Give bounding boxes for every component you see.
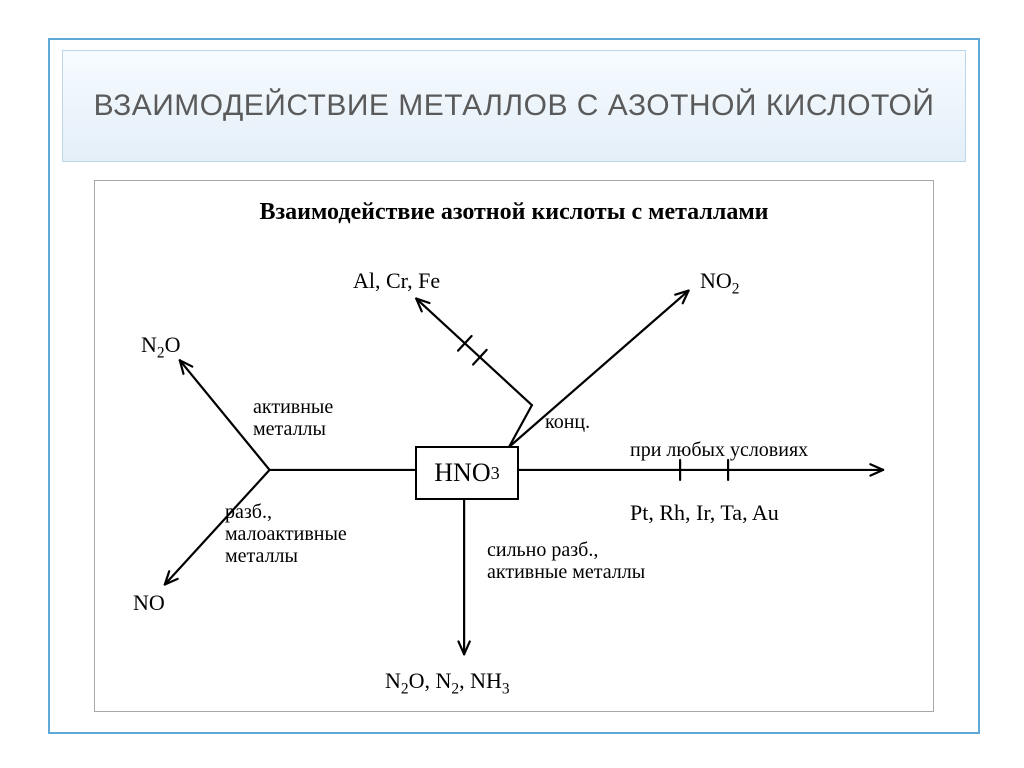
label-l_anycond: при любых условиях	[630, 439, 808, 461]
slide-title: ВЗАИМОДЕЙСТВИЕ МЕТАЛЛОВ С АЗОТНОЙ КИСЛОТ…	[62, 50, 966, 162]
label-l_active: активныеметаллы	[253, 396, 333, 440]
label-l_dilute_low: разб.,малоактивныеметаллы	[225, 501, 347, 567]
label-l_noble: Pt, Rh, Ir, Ta, Au	[630, 501, 779, 525]
label-l_no: NO	[133, 591, 165, 615]
diagram: Взаимодействие азотной кислоты с металла…	[95, 181, 933, 711]
label-l_very_dilute: сильно разб.,активные металлы	[487, 539, 645, 583]
label-l_conc: конц.	[545, 411, 590, 433]
slide-frame: ВЗАИМОДЕЙСТВИЕ МЕТАЛЛОВ С АЗОТНОЙ КИСЛОТ…	[48, 38, 980, 734]
title-text: ВЗАИМОДЕЙСТВИЕ МЕТАЛЛОВ С АЗОТНОЙ КИСЛОТ…	[94, 87, 935, 125]
label-l_alcrfe: Al, Cr, Fe	[353, 269, 440, 293]
label-l_down_products: N2O, N2, NH3	[385, 669, 510, 698]
hno3-center-box: HNO3	[415, 446, 519, 500]
label-l_no2: NO2	[700, 269, 739, 298]
content-frame: Взаимодействие азотной кислоты с металла…	[94, 180, 934, 712]
label-l_n2o: N2O	[141, 333, 180, 362]
